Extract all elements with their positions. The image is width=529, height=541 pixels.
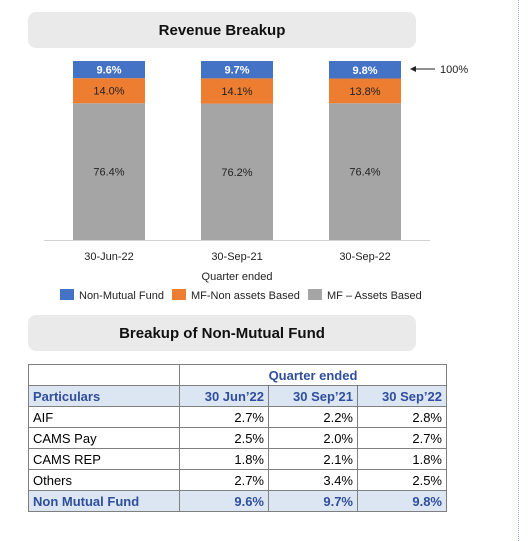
cell-value: 2.7% (179, 469, 269, 491)
data-label: 14.1% (221, 86, 252, 98)
particulars-header: Particulars (28, 385, 180, 407)
legend-label: Non-Mutual Fund (79, 290, 164, 302)
data-label: 9.7% (224, 65, 249, 77)
quarter-ended-header: Quarter ended (179, 364, 447, 386)
total-value: 9.6% (179, 490, 269, 512)
cell-value: 2.7% (179, 406, 269, 428)
table-row: CAMS Pay 2.5% 2.0% 2.7% (28, 427, 447, 449)
annotation-arrow-head (410, 66, 416, 72)
col-header-sep22: 30 Sep’22 (357, 385, 447, 407)
bar-segment (329, 103, 401, 240)
table-group-header-row: Quarter ended (28, 364, 447, 386)
table-row: CAMS REP 1.8% 2.1% 1.8% (28, 448, 447, 470)
x-tick-label: 30-Jun-22 (84, 251, 134, 263)
cell-value: 2.5% (357, 469, 447, 491)
x-axis-title: Quarter ended (202, 271, 273, 283)
table-total-row: Non Mutual Fund 9.6% 9.7% 9.8% (28, 490, 447, 512)
table-corner-cell (28, 364, 180, 386)
total-value: 9.8% (357, 490, 447, 512)
cell-value: 3.4% (268, 469, 358, 491)
row-label: CAMS REP (28, 448, 180, 470)
data-label: 13.8% (349, 86, 380, 98)
row-label: CAMS Pay (28, 427, 180, 449)
x-tick-label: 30-Sep-21 (211, 251, 262, 263)
legend-swatch (172, 289, 186, 300)
bar-segment (73, 103, 145, 240)
row-label: AIF (28, 406, 180, 428)
bar-segment (329, 61, 401, 79)
legend-label: MF – Assets Based (327, 290, 422, 302)
cell-value: 2.5% (179, 427, 269, 449)
data-label: 76.2% (221, 167, 252, 179)
bar-segment (329, 78, 401, 104)
col-header-jun22: 30 Jun’22 (179, 385, 269, 407)
bar-segment (73, 61, 145, 79)
legend-swatch (60, 289, 74, 300)
revenue-breakup-chart: 76.4% 14.0% 9.6% 30-Jun-22 76.2% 14.1% 9.7% 30-… (44, 61, 468, 302)
cell-value: 1.8% (179, 448, 269, 470)
bar-segment (201, 103, 273, 241)
non-mf-breakup-title: Breakup of Non-Mutual Fund (28, 315, 416, 351)
data-label: 9.6% (96, 65, 121, 77)
legend-label: MF-Non assets Based (191, 290, 300, 302)
cell-value: 2.0% (268, 427, 358, 449)
cell-value: 2.1% (268, 448, 358, 470)
bar-segment (201, 78, 273, 104)
cell-value: 2.7% (357, 427, 447, 449)
non-mf-table: Quarter ended Particulars 30 Jun’22 30 S… (28, 364, 447, 512)
data-label: 76.4% (349, 167, 380, 179)
table-row: Others 2.7% 3.4% 2.5% (28, 469, 447, 491)
data-label: 9.8% (352, 65, 377, 77)
bar-segment (73, 78, 145, 104)
table-row: AIF 2.7% 2.2% 2.8% (28, 406, 447, 428)
x-tick-label: 30-Sep-22 (339, 251, 390, 263)
row-label: Others (28, 469, 180, 491)
data-label: 14.0% (93, 86, 124, 98)
legend-swatch (308, 289, 322, 300)
total-label: Non Mutual Fund (28, 490, 180, 512)
page-divider (518, 0, 519, 541)
total-value: 9.7% (268, 490, 358, 512)
annotation-100-percent: 100% (440, 64, 468, 76)
col-header-sep21: 30 Sep’21 (268, 385, 358, 407)
cell-value: 2.2% (268, 406, 358, 428)
data-label: 76.4% (93, 167, 124, 179)
bar-segment (201, 61, 273, 79)
revenue-breakup-title: Revenue Breakup (28, 12, 416, 48)
cell-value: 1.8% (357, 448, 447, 470)
cell-value: 2.8% (357, 406, 447, 428)
table-header-row: Particulars 30 Jun’22 30 Sep’21 30 Sep’2… (28, 385, 447, 407)
